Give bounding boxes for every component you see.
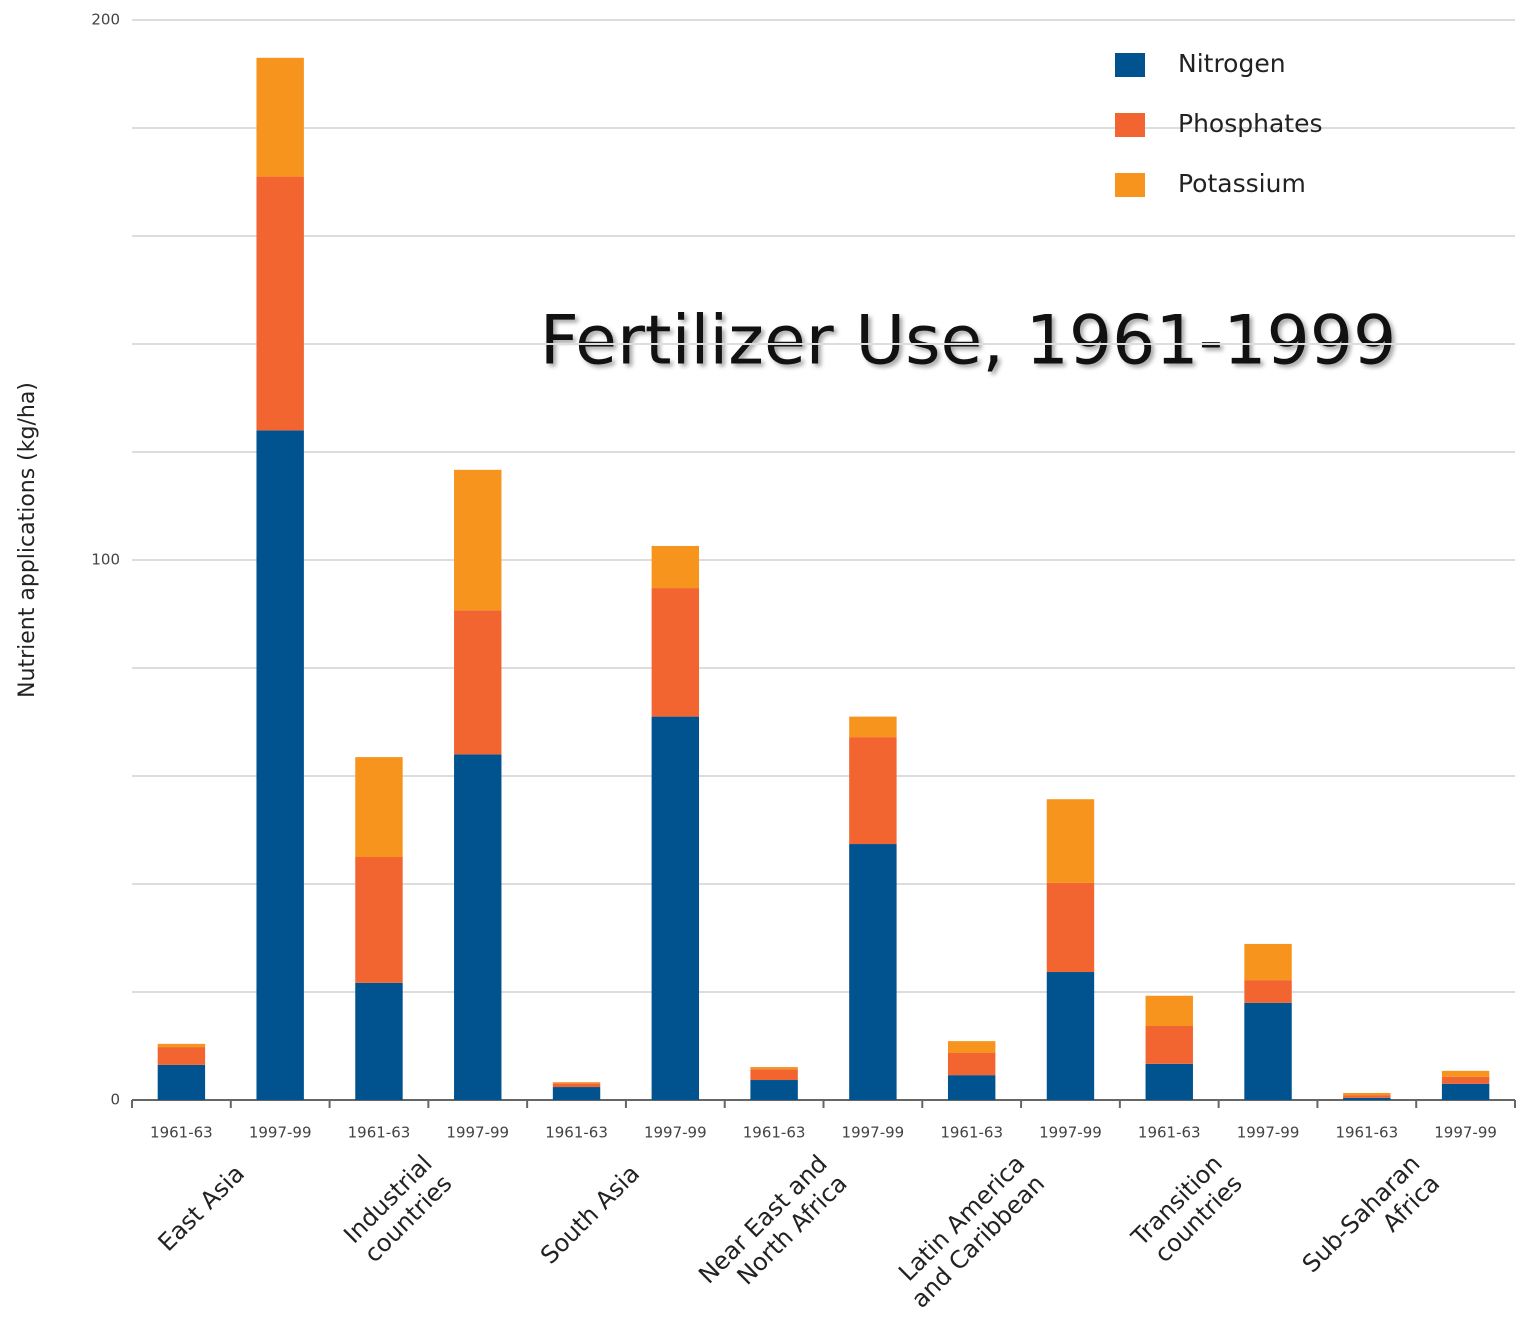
bar-segment xyxy=(1441,1083,1490,1100)
x-tick-label: 1997-99 xyxy=(249,1124,312,1142)
bar-segment xyxy=(1343,1092,1391,1096)
bar-segment xyxy=(651,545,700,589)
bar-segment xyxy=(454,469,502,611)
bar-segment xyxy=(256,176,304,431)
bar-segment xyxy=(1441,1070,1490,1077)
group-label: Transitioncountries xyxy=(1125,1149,1247,1271)
x-tick-label: 1961-63 xyxy=(743,1124,806,1142)
bar-segment xyxy=(750,1069,798,1081)
legend-label: Potassium xyxy=(1178,169,1306,198)
x-tick-label: 1961-63 xyxy=(150,1124,213,1142)
legend-swatch xyxy=(1115,113,1145,137)
x-tick-label: 1997-99 xyxy=(1434,1124,1497,1142)
x-tick-label: 1997-99 xyxy=(842,1124,905,1142)
bar-segment xyxy=(750,1067,798,1070)
bar-segment xyxy=(1046,799,1095,883)
bar-segment xyxy=(157,1064,206,1100)
bar-segment xyxy=(157,1043,206,1048)
y-tick-label: 100 xyxy=(91,551,120,569)
group-label: Near East andNorth Africa xyxy=(693,1149,852,1308)
bar-segment xyxy=(157,1047,206,1065)
bar-segment xyxy=(552,1083,601,1088)
bar-segment xyxy=(256,57,304,177)
legend-swatch xyxy=(1115,173,1145,197)
bar-segment xyxy=(651,716,700,1100)
bar-segment xyxy=(1046,882,1095,973)
bar-segment xyxy=(552,1087,601,1100)
bar-segment xyxy=(1145,995,1193,1027)
group-label-line: South Asia xyxy=(535,1159,645,1269)
group-label: South Asia xyxy=(535,1159,645,1269)
bar-segment xyxy=(947,1041,996,1054)
bar-segment xyxy=(1244,943,1292,981)
y-axis-label: Nutrient applications (kg/ha) xyxy=(15,382,40,698)
bar-segment xyxy=(849,716,897,738)
bar-segment xyxy=(1441,1076,1490,1084)
group-label-line: East Asia xyxy=(153,1159,250,1256)
bar-segment xyxy=(1343,1097,1391,1100)
bar-segment xyxy=(454,610,502,755)
bar-segment xyxy=(947,1075,996,1100)
x-tick-label: 1997-99 xyxy=(644,1124,707,1142)
y-tick-label: 200 xyxy=(91,11,120,29)
x-tick-label: 1997-99 xyxy=(1237,1124,1300,1142)
legend-label: Nitrogen xyxy=(1178,49,1286,78)
bar-segment xyxy=(947,1053,996,1076)
bar-segment xyxy=(355,757,403,857)
y-tick-label: 0 xyxy=(110,1091,120,1109)
bar-segment xyxy=(454,754,502,1100)
bar-segment xyxy=(750,1080,798,1100)
x-tick-label: 1961-63 xyxy=(1138,1124,1201,1142)
x-tick-label: 1997-99 xyxy=(1039,1124,1102,1142)
bar-segment xyxy=(1343,1095,1391,1098)
x-tick-label: 1961-63 xyxy=(940,1124,1003,1142)
bar-segment xyxy=(1145,1026,1193,1064)
x-tick-label: 1961-63 xyxy=(545,1124,608,1142)
group-label: East Asia xyxy=(153,1159,250,1256)
bar-segment xyxy=(849,737,897,845)
group-label: Sub-SaharanAfrica xyxy=(1297,1149,1445,1297)
group-label: Industrialcountries xyxy=(338,1149,457,1268)
bar-segment xyxy=(1244,1002,1292,1100)
bar-segment xyxy=(651,588,700,717)
bar-segment xyxy=(849,844,897,1100)
bar-segment xyxy=(256,430,304,1100)
bar-segment xyxy=(355,857,403,983)
chart-title: Fertilizer Use, 1961-1999 xyxy=(540,302,1397,381)
bar-segment xyxy=(1046,972,1095,1100)
bar-segment xyxy=(355,982,403,1100)
legend-swatch xyxy=(1115,53,1145,77)
legend-label: Phosphates xyxy=(1178,109,1322,138)
x-tick-label: 1961-63 xyxy=(1335,1124,1398,1142)
plot: 0 100 200 1961-63 1997-99 1961-63 1997-99 1961-… xyxy=(91,11,1516,1313)
bar-segment xyxy=(1244,980,1292,1003)
x-tick-label: 1997-99 xyxy=(446,1124,509,1142)
bar-segment xyxy=(1145,1063,1193,1100)
x-tick-label: 1961-63 xyxy=(348,1124,411,1142)
group-label: Latin Americaand Caribbean xyxy=(886,1149,1050,1313)
bar-segment xyxy=(552,1082,601,1084)
